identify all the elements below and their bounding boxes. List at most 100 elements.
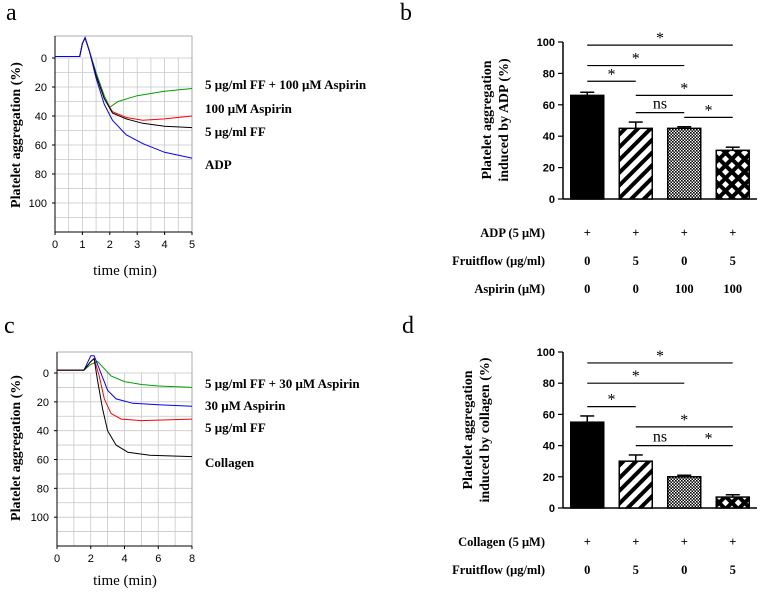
y-tick-label-b: 40 [543,131,555,143]
bar-d-0 [570,421,605,509]
y-tick-label-a: 0 [41,53,47,65]
x-tick-label-c: 8 [189,553,195,565]
trace-label-a-1: 100 μM Aspirin [205,101,293,116]
condition-value-b-2-3: 100 [723,282,742,296]
y-tick-label-d: 80 [543,378,555,390]
y-tick-label-b: 100 [537,37,555,49]
condition-value-b-1-0: 0 [584,254,590,268]
y-tick-label-c: 100 [31,512,49,524]
ylabel-b-line1: Platelet aggregation [480,60,495,179]
condition-label-b-0: ADP (5 μM) [480,226,545,240]
significance-label-d-2: * [608,392,616,409]
x-tick-label-a: 5 [189,239,195,251]
y-tick-label-a: 60 [35,140,47,152]
bar-b-2 [667,127,702,200]
panel-label-a: a [6,0,17,26]
series-line-a-3 [55,36,193,159]
series-line-c-3 [57,357,193,458]
significance-label-b-5: * [705,102,713,119]
plot-c: 0 20 40 60 80 100 0 2 4 6 8 [31,351,195,565]
condition-value-d-2-0: 0 [584,591,590,593]
ylabel-d-line1: Platelet aggregation [461,370,476,489]
condition-value-b-0-0: + [584,226,591,240]
panel-d: d Platelet aggregation induced by collag… [402,313,757,593]
condition-value-d-0-0: + [584,535,591,549]
bar-b-3 [715,149,750,200]
plot-a: 0 20 40 60 80 100 0 1 2 3 4 5 [29,35,195,251]
significance-label-d-3: * [680,412,688,429]
series-line-c-0 [57,360,193,388]
significance-label-b-4: ns [653,96,667,113]
condition-value-d-1-0: 0 [584,563,590,577]
panel-a: a Platelet aggregation (%) time (min) 0 2… [6,0,367,279]
x-tick-label-c: 0 [54,553,60,565]
xlabel-c: time (min) [93,573,157,589]
trace-label-a-3: ADP [205,157,232,172]
significance-label-d-4: ns [653,429,667,446]
significance-label-b-3: * [680,80,688,97]
trace-label-a-2: 5 μg/ml FF [205,124,266,139]
x-tick-label-a: 0 [52,239,58,251]
y-tick-label-a: 100 [29,198,47,210]
condition-value-d-1-2: 0 [681,563,687,577]
panel-label-b: b [400,0,412,26]
x-tick-label-a: 2 [107,239,113,251]
condition-label-d-2: Aspirin (μM) [474,591,545,593]
y-tick-label-c: 0 [43,368,49,380]
condition-value-d-1-1: 5 [633,563,639,577]
bar-b-1 [618,127,653,200]
xlabel-a: time (min) [93,263,157,279]
y-tick-label-b: 60 [543,100,555,112]
condition-value-d-2-2: 30 [678,591,691,593]
plot-b: 0 20 40 60 80 100 * * * * ns * ADP (5 μM) + + + + Fruitfl… [452,30,757,296]
y-tick-label-c: 80 [37,483,49,495]
bar-d-1 [618,460,653,509]
trace-label-c-3: Collagen [205,455,255,470]
condition-value-b-2-2: 100 [675,282,694,296]
x-tick-label-a: 3 [134,239,140,251]
y-tick-label-c: 40 [37,426,49,438]
condition-value-b-1-3: 5 [730,254,736,268]
y-tick-label-d: 100 [537,347,555,359]
trace-label-c-2: 5 μg/ml FF [205,420,266,435]
bar-b-0 [570,94,605,200]
y-tick-label-d: 0 [549,503,555,515]
condition-value-d-0-1: + [632,535,639,549]
significance-label-d-1: * [632,368,640,385]
significance-label-b-1: * [632,51,640,68]
ylabel-c: Platelet aggregation (%) [9,375,24,521]
y-tick-label-d: 20 [543,472,555,484]
condition-value-b-1-2: 0 [681,254,687,268]
condition-label-b-2: Aspirin (μM) [474,282,545,296]
y-tick-label-b: 20 [543,163,555,175]
panel-label-d: d [402,313,414,339]
y-tick-label-b: 80 [543,68,555,80]
condition-label-b-1: Fruitflow (μg/ml) [452,254,545,268]
y-tick-label-b: 0 [549,194,555,206]
y-tick-label-c: 60 [37,455,49,467]
significance-label-d-0: * [656,348,664,365]
bar-d-2 [667,476,702,509]
condition-value-b-2-1: 0 [633,282,639,296]
condition-label-d-1: Fruitflow (μg/ml) [452,563,545,577]
ylabel-a: Platelet aggregation (%) [9,62,24,208]
condition-value-d-0-2: + [681,535,688,549]
x-tick-label-c: 2 [88,553,94,565]
y-tick-label-a: 80 [35,169,47,181]
y-tick-label-a: 40 [35,111,47,123]
trace-label-a-0: 5 μg/ml FF + 100 μM Aspirin [205,77,367,92]
x-tick-label-c: 4 [121,553,127,565]
x-tick-label-a: 1 [79,239,85,251]
y-tick-label-d: 60 [543,409,555,421]
plot-d: 0 20 40 60 80 100 * * * * ns * Collagen (5 μM) + + + + Fr… [452,347,757,593]
condition-value-b-0-1: + [632,226,639,240]
y-tick-label-d: 40 [543,441,555,453]
ylabel-d-line2: induced by collagen (%) [478,357,493,502]
series-line-c-1 [57,355,193,407]
x-tick-label-c: 6 [155,553,161,565]
condition-value-b-2-0: 0 [584,282,590,296]
x-tick-label-a: 4 [162,239,168,251]
y-tick-label-c: 20 [37,397,49,409]
significance-label-d-5: * [705,431,713,448]
